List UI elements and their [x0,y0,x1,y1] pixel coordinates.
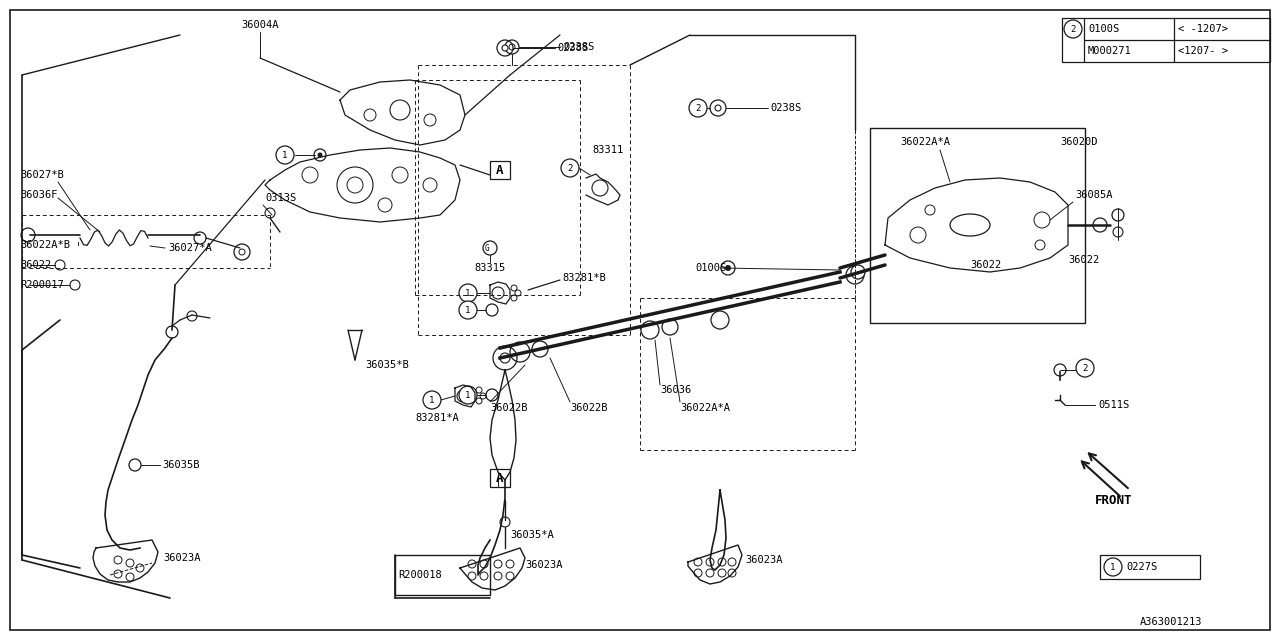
Text: 2: 2 [695,104,700,113]
Text: 2: 2 [1070,24,1075,33]
Bar [870,128,1085,323]
Text: 36023A: 36023A [745,555,782,565]
Circle shape [460,386,477,404]
Text: 36022A*B: 36022A*B [20,240,70,250]
Bar [396,555,490,595]
Text: 36027*B: 36027*B [20,170,64,180]
Circle shape [561,159,579,177]
Text: 36035*A: 36035*A [509,530,554,540]
Text: 2: 2 [1083,364,1088,372]
Circle shape [641,321,659,339]
Text: 1: 1 [283,150,288,159]
Circle shape [689,99,707,117]
Text: 36022: 36022 [1068,255,1100,265]
Text: 0511S: 0511S [1098,400,1129,410]
Text: 1: 1 [466,390,471,399]
Circle shape [422,391,442,409]
Text: 36022A*A: 36022A*A [900,137,950,147]
Text: M000271: M000271 [1088,46,1132,56]
Text: 83311: 83311 [593,145,623,155]
Text: 83281*B: 83281*B [562,273,605,283]
Text: 36035B: 36035B [163,460,200,470]
Circle shape [502,45,508,51]
Text: 36035*B: 36035*B [365,360,408,370]
Text: 2: 2 [567,163,572,173]
Text: 36022A*A: 36022A*A [680,403,730,413]
Text: <1207- >: <1207- > [1178,46,1228,56]
Text: 36020D: 36020D [1060,137,1097,147]
Text: 0100S: 0100S [1088,24,1119,34]
Bar [490,469,509,487]
Text: 36036F: 36036F [20,190,58,200]
Text: G: G [485,243,489,253]
Bar [1062,18,1270,62]
Circle shape [532,341,548,357]
Text: 1: 1 [1110,563,1116,572]
Text: 0238S: 0238S [563,42,594,52]
Text: A363001213: A363001213 [1140,617,1202,627]
Text: 1: 1 [466,305,471,314]
Circle shape [710,311,730,329]
Text: 36022B: 36022B [570,403,608,413]
Text: 36022: 36022 [20,260,51,270]
Text: 36027*A: 36027*A [168,243,211,253]
Text: 0227S: 0227S [1126,562,1157,572]
Circle shape [716,105,721,111]
Text: 0238S: 0238S [557,43,589,53]
Text: 1: 1 [466,289,471,298]
Text: R200018: R200018 [398,570,442,580]
Text: 36004A: 36004A [241,20,279,30]
Text: 36023A: 36023A [525,560,562,570]
Bar [490,161,509,179]
Circle shape [1103,558,1123,576]
Circle shape [724,265,731,271]
Circle shape [1064,20,1082,38]
Text: A: A [497,163,504,177]
Text: < -1207>: < -1207> [1178,24,1228,34]
Text: 36085A: 36085A [1075,190,1112,200]
Text: 1: 1 [429,396,435,404]
Text: 83315: 83315 [475,263,506,273]
Text: 0238S: 0238S [771,103,801,113]
Circle shape [276,146,294,164]
Text: 0313S: 0313S [265,193,296,203]
Bar [1100,555,1201,579]
Text: 83281*A: 83281*A [415,413,458,423]
Text: 36036: 36036 [660,385,691,395]
Text: FRONT: FRONT [1094,493,1133,506]
Circle shape [662,319,678,335]
Circle shape [846,266,864,284]
Circle shape [851,265,865,279]
Circle shape [1076,359,1094,377]
Text: 0100S: 0100S [695,263,726,273]
Text: 36023A: 36023A [163,553,201,563]
Text: A: A [497,472,504,484]
Text: R200017: R200017 [20,280,64,290]
Circle shape [317,152,323,157]
Text: 36022: 36022 [970,260,1001,270]
Circle shape [460,284,477,302]
Text: 36022B: 36022B [490,403,527,413]
Circle shape [460,301,477,319]
Circle shape [509,342,530,362]
